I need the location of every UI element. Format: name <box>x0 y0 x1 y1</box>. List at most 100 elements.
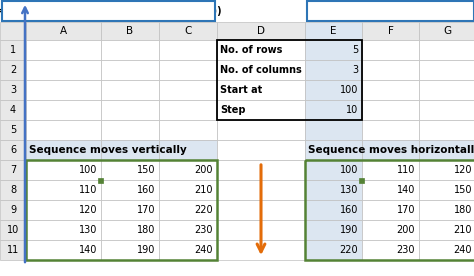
Bar <box>101 240 159 260</box>
Bar <box>26 140 101 160</box>
Text: 100: 100 <box>340 85 358 95</box>
Text: 190: 190 <box>340 225 358 235</box>
Bar <box>217 60 305 80</box>
Bar <box>419 60 474 80</box>
Bar <box>362 80 419 100</box>
Bar <box>0 220 26 240</box>
Text: 150: 150 <box>137 165 155 175</box>
Text: Sequence moves vertically: Sequence moves vertically <box>29 145 187 155</box>
Bar <box>159 140 217 160</box>
Bar <box>305 60 362 80</box>
Bar <box>362 240 419 260</box>
Bar <box>362 160 419 180</box>
Bar <box>419 22 474 40</box>
Text: Sequence moves horizontally: Sequence moves horizontally <box>308 145 474 155</box>
Text: 230: 230 <box>396 245 415 255</box>
Text: 5: 5 <box>10 125 16 135</box>
Bar <box>101 220 159 240</box>
Bar <box>159 200 217 220</box>
Bar <box>419 120 474 140</box>
Text: 210: 210 <box>194 185 213 195</box>
Bar <box>217 140 305 160</box>
Bar <box>419 220 474 240</box>
Bar <box>159 120 217 140</box>
Bar <box>305 140 362 160</box>
Bar <box>26 80 101 100</box>
Bar <box>0 200 26 220</box>
Bar <box>305 160 474 260</box>
Bar <box>305 240 362 260</box>
Text: 140: 140 <box>397 185 415 195</box>
Text: Start at: Start at <box>220 85 262 95</box>
Bar <box>0 22 26 40</box>
Bar <box>159 180 217 200</box>
Text: 220: 220 <box>339 245 358 255</box>
Bar <box>159 80 217 100</box>
Bar <box>217 240 305 260</box>
Text: 150: 150 <box>454 185 472 195</box>
Bar <box>159 160 217 180</box>
Bar <box>362 100 419 120</box>
Text: 170: 170 <box>396 205 415 215</box>
Bar <box>101 180 159 200</box>
Text: 140: 140 <box>79 245 97 255</box>
Bar <box>99 177 103 182</box>
Bar <box>26 120 101 140</box>
Text: 170: 170 <box>137 205 155 215</box>
Text: 5: 5 <box>352 45 358 55</box>
Bar <box>217 180 305 200</box>
Bar <box>305 120 362 140</box>
Bar <box>359 177 365 182</box>
Bar <box>217 22 305 40</box>
Bar <box>305 160 362 180</box>
Bar <box>26 60 101 80</box>
Text: C: C <box>184 26 191 36</box>
Text: 200: 200 <box>396 225 415 235</box>
Bar <box>0 60 26 80</box>
Text: 220: 220 <box>194 205 213 215</box>
Bar <box>419 40 474 60</box>
Text: Step: Step <box>220 105 246 115</box>
Bar <box>217 40 362 120</box>
Bar <box>305 100 362 120</box>
Text: 9: 9 <box>10 205 16 215</box>
Text: B: B <box>127 26 134 36</box>
Text: 180: 180 <box>454 205 472 215</box>
Text: 3: 3 <box>352 65 358 75</box>
Bar <box>101 40 159 60</box>
Text: A: A <box>60 26 67 36</box>
Bar <box>305 180 362 200</box>
Text: D: D <box>257 26 265 36</box>
Text: 10: 10 <box>7 225 19 235</box>
Bar <box>101 100 159 120</box>
Text: 3: 3 <box>10 85 16 95</box>
Text: 6: 6 <box>10 145 16 155</box>
Text: 160: 160 <box>340 205 358 215</box>
Bar <box>26 100 101 120</box>
Bar <box>305 22 362 40</box>
Bar <box>159 100 217 120</box>
Bar <box>419 80 474 100</box>
Text: E: E <box>330 26 337 36</box>
Bar <box>305 220 362 240</box>
Bar <box>362 60 419 80</box>
Text: 2: 2 <box>10 65 16 75</box>
Bar <box>0 40 26 60</box>
Text: 110: 110 <box>397 165 415 175</box>
Bar <box>26 240 101 260</box>
Bar <box>307 1 474 21</box>
Text: G: G <box>444 26 452 36</box>
Bar <box>101 22 159 40</box>
Text: =TRANSPOSE(SEQUENCE(E2, E1, E3, E4)): =TRANSPOSE(SEQUENCE(E2, E1, E3, E4)) <box>0 6 221 16</box>
Text: 100: 100 <box>79 165 97 175</box>
Bar <box>101 80 159 100</box>
Bar <box>217 80 305 100</box>
Bar <box>26 200 101 220</box>
Text: 8: 8 <box>10 185 16 195</box>
Bar <box>159 240 217 260</box>
Bar <box>305 40 362 60</box>
Bar <box>217 220 305 240</box>
Text: 4: 4 <box>10 105 16 115</box>
Text: 130: 130 <box>340 185 358 195</box>
Bar <box>419 180 474 200</box>
